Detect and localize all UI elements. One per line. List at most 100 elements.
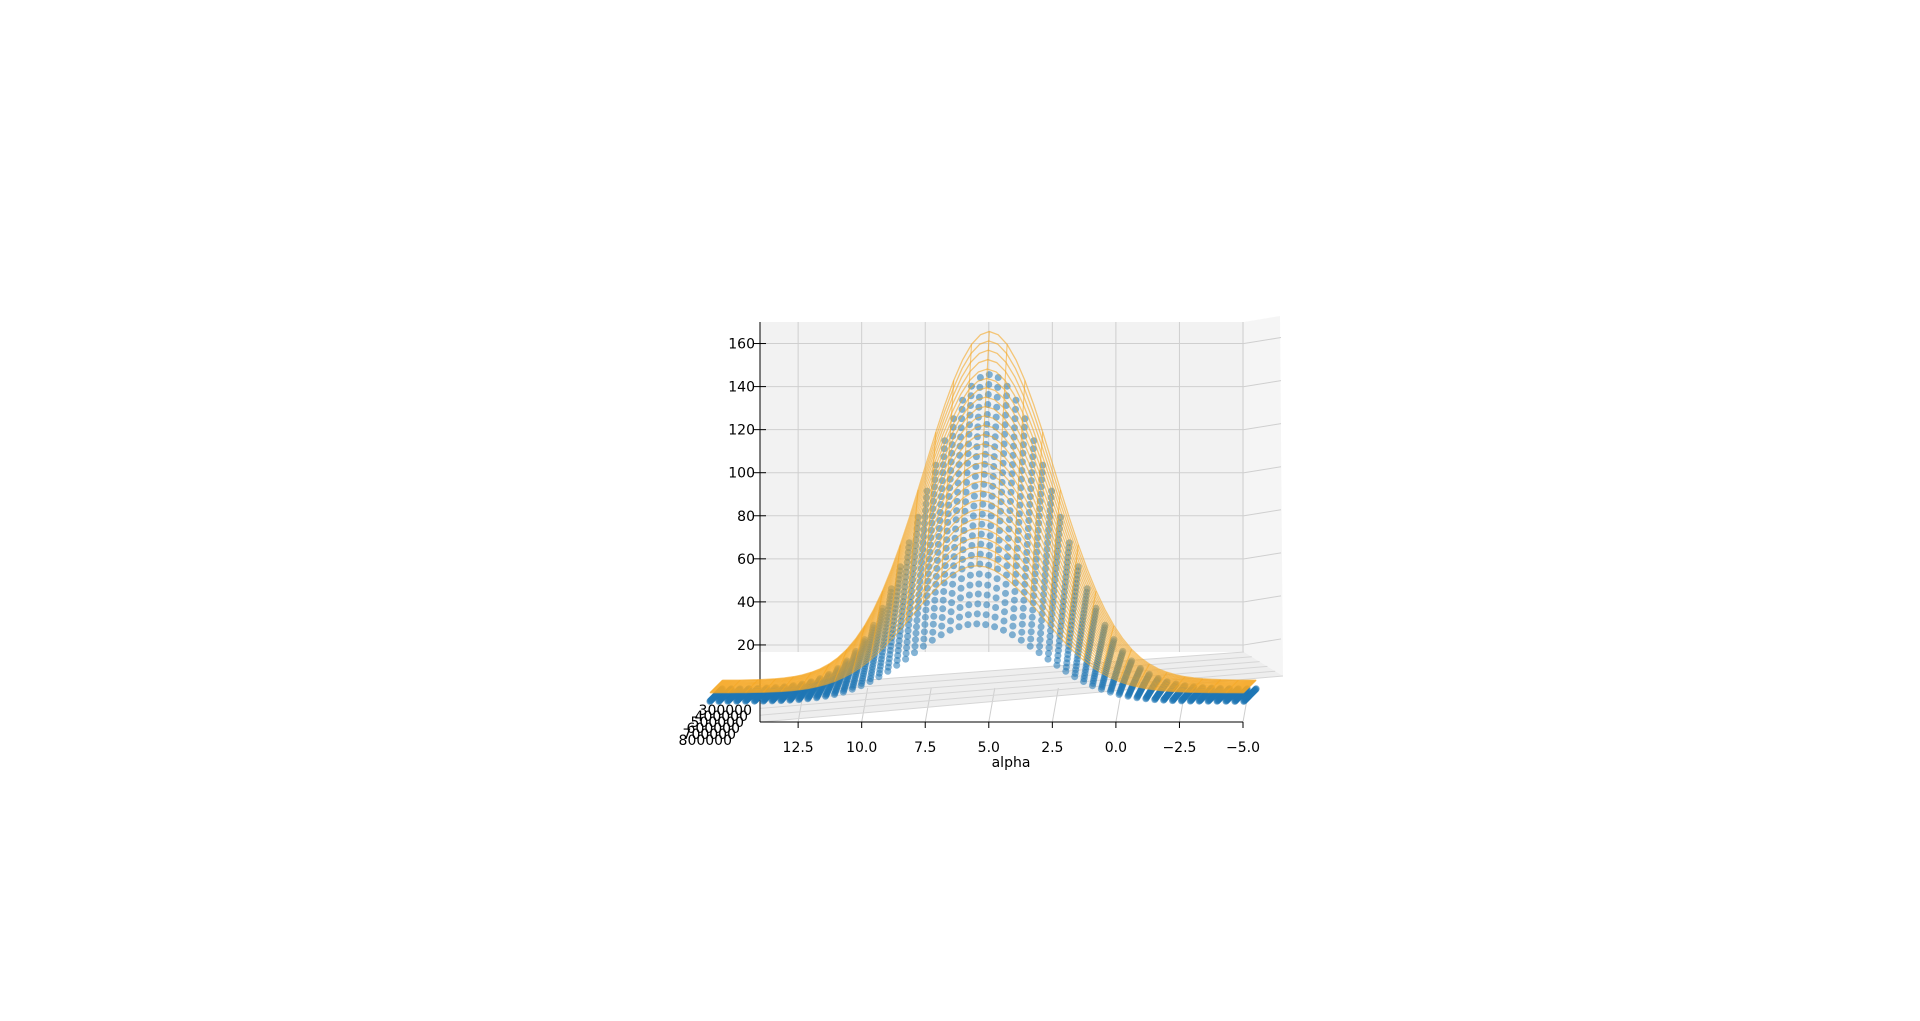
z-tick-label: 80 [737, 509, 755, 525]
scatter-point [1003, 562, 1011, 570]
wireframe-line [1100, 625, 1115, 674]
scatter-point [1044, 655, 1052, 663]
scatter-point [1010, 596, 1018, 604]
scatter-point [929, 620, 937, 628]
scatter-point [991, 613, 999, 621]
scatter-point [965, 430, 973, 438]
scatter-point [970, 502, 978, 510]
scatter-point [992, 594, 1000, 602]
scatter-point [958, 575, 965, 583]
scatter-point [979, 490, 987, 498]
scatter-point [1000, 626, 1007, 634]
scatter-point [904, 627, 912, 635]
scatter-point [964, 621, 972, 629]
x-floor-gridline [988, 687, 996, 723]
z-tick-label: 140 [728, 380, 755, 396]
scatter-point [931, 596, 939, 604]
scatter-point [997, 498, 1005, 506]
scatter-point [957, 433, 965, 441]
scatter-point [995, 546, 1003, 554]
scatter-point [962, 488, 970, 496]
scatter-point [1009, 622, 1017, 630]
scatter-point [939, 605, 947, 613]
wireframe-line [1189, 678, 1204, 693]
wireframe-line [762, 678, 777, 693]
scatter-point [912, 629, 920, 637]
x-tick-label: 7.5 [914, 740, 936, 756]
scatter-point [941, 570, 949, 578]
scatter-point [971, 482, 979, 490]
scatter-point [921, 613, 929, 621]
wireframe-line [727, 679, 741, 694]
scatter-point [975, 580, 983, 588]
scatter-point [940, 579, 948, 587]
scatter-point [937, 631, 945, 639]
scatter-point [938, 622, 946, 630]
back-pane [760, 322, 1244, 652]
scatter-point [930, 604, 938, 612]
scatter-point [1005, 534, 1012, 542]
wireframe-line [1154, 671, 1168, 691]
scatter-point [933, 564, 941, 572]
scatter-point [993, 393, 1001, 401]
scatter-point [947, 608, 955, 616]
scatter-point [973, 610, 981, 618]
scatter-point [933, 556, 941, 564]
z-tick-label: 120 [728, 423, 755, 439]
x-tick-label: 5.0 [978, 740, 1000, 756]
scatter-point [993, 575, 1001, 583]
scatter-point [1037, 629, 1045, 637]
z-side-gridline [1243, 509, 1282, 517]
z-side-gridline [1243, 552, 1282, 560]
scatter-point [1001, 599, 1009, 607]
scatter-point [922, 606, 930, 614]
scatter-point [1028, 621, 1036, 628]
scatter-point [986, 532, 994, 540]
scatter-point [973, 620, 981, 628]
scatter-point [1022, 564, 1030, 572]
scatter-point [1000, 617, 1008, 625]
right-pane [1244, 316, 1283, 676]
scatter-point [1005, 525, 1013, 533]
scatter-point [994, 383, 1002, 391]
scatter-point [903, 644, 911, 652]
scatter-point [979, 500, 987, 508]
x-tick-label: 2.5 [1041, 740, 1063, 756]
x-floor-gridline [1051, 687, 1059, 723]
scatter-point [920, 635, 928, 643]
scatter-point [964, 611, 972, 619]
wireframe-line [869, 590, 884, 661]
scatter-point [949, 580, 957, 588]
scatter-point [1045, 649, 1052, 657]
scatter-point [952, 525, 960, 533]
scatter-point [904, 632, 912, 640]
wireframe-line [833, 649, 848, 682]
scatter-point [1035, 649, 1043, 657]
x-tick-label: −5.0 [1226, 740, 1260, 756]
scatter-point [987, 522, 995, 530]
scatter-point [1046, 638, 1053, 646]
y-tick-label: 300000 [699, 703, 752, 719]
wireframe-line [905, 489, 919, 624]
scatter-point [940, 588, 948, 595]
y-tick-label: 400000 [695, 709, 748, 725]
scatter-point [986, 542, 994, 549]
wireframe-line [922, 432, 937, 603]
scatter-point [1002, 580, 1010, 588]
scatter-point [920, 628, 928, 636]
scatter-point [956, 613, 963, 621]
scatter-point [985, 551, 993, 559]
scatter-point [957, 584, 965, 592]
x-tick-label: 10.0 [846, 740, 877, 756]
z-tick-label: 40 [737, 595, 755, 611]
scatter-point [994, 374, 1002, 381]
wireframe-line [709, 679, 723, 694]
y-tick-label: 600000 [687, 721, 740, 737]
wireframe-line [1172, 676, 1186, 692]
wireframe-line [1118, 649, 1133, 682]
scatter-point [974, 600, 982, 608]
wireframe-line [976, 331, 990, 566]
scatter-point [952, 516, 960, 524]
x-tick-label: 12.5 [783, 740, 814, 756]
